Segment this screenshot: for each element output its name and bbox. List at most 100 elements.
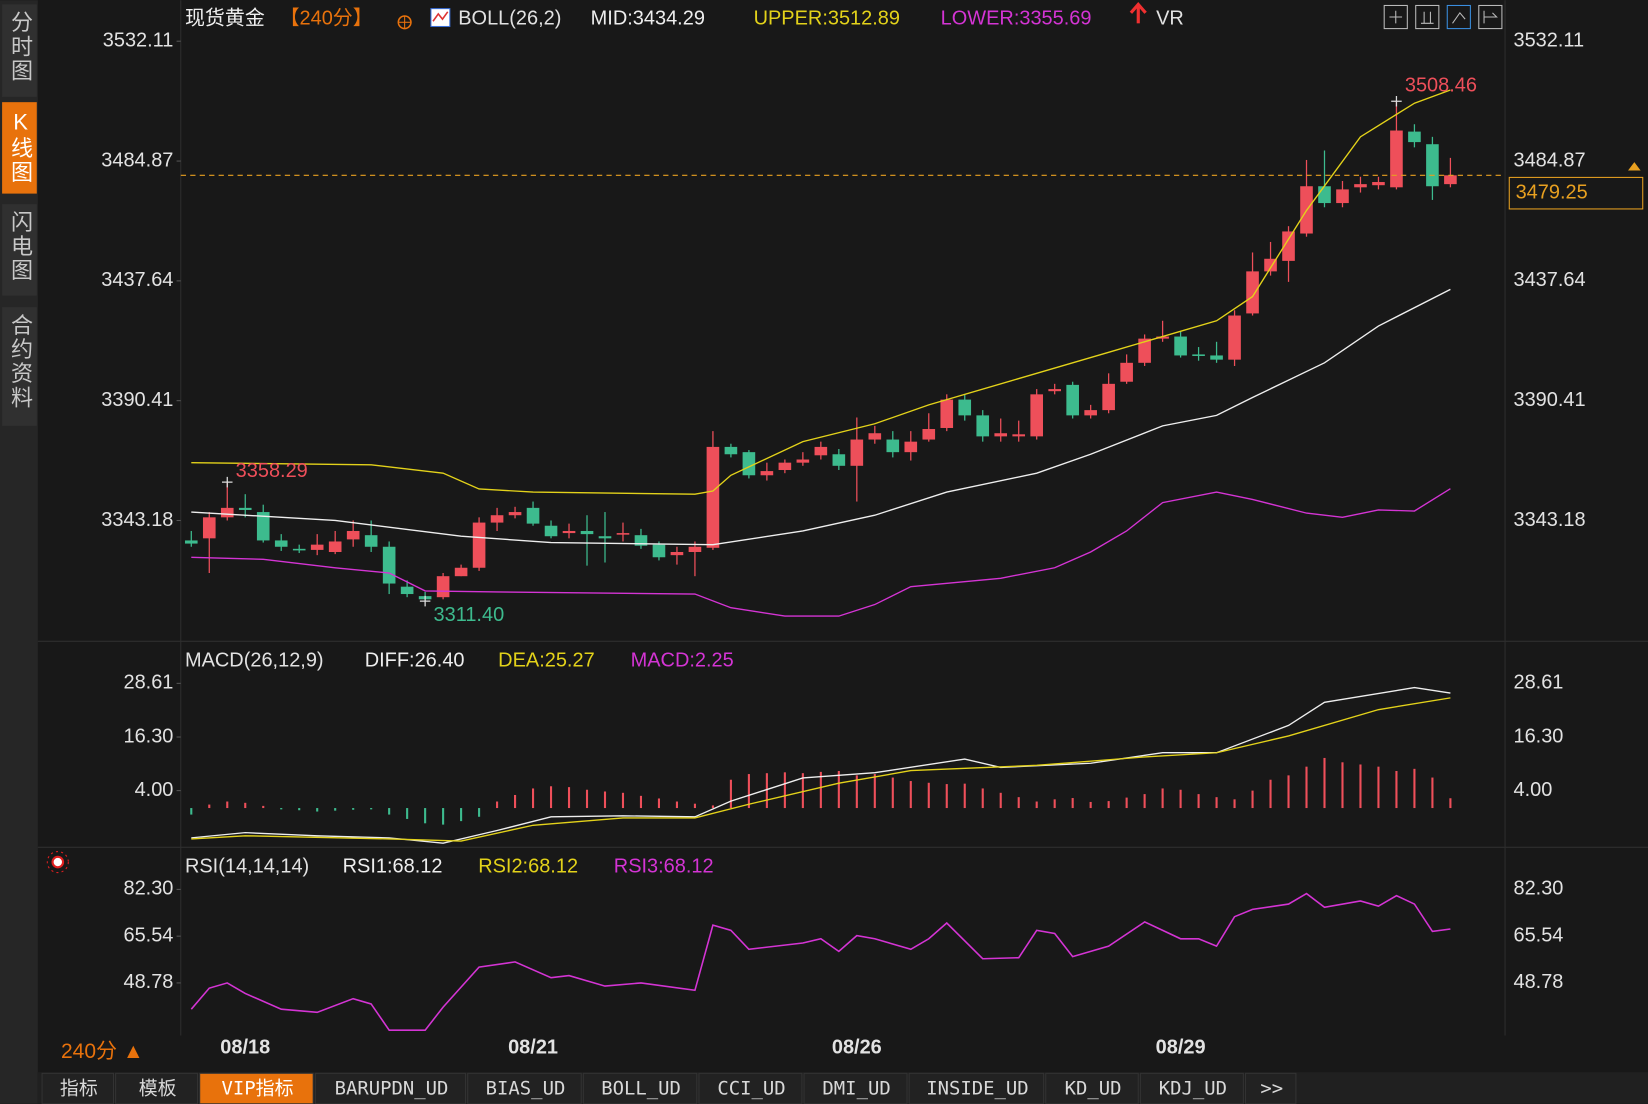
tab-label[interactable]: KD_UD [1065, 1078, 1122, 1100]
current-price-label: 3479.25 [1516, 181, 1588, 203]
candle-body [1444, 175, 1457, 185]
tab-label[interactable]: INSIDE_UD [926, 1078, 1028, 1100]
y-tick-label: 48.78 [123, 971, 173, 993]
x-tick-label: 08/26 [832, 1036, 882, 1058]
add-icon[interactable] [397, 15, 412, 30]
y-tick-label: 3484.87 [1513, 149, 1585, 171]
current-price-box [1508, 176, 1644, 210]
extreme-marker [419, 595, 431, 607]
candle-body [328, 541, 342, 553]
side-tab-label[interactable]: 闪电图 [8, 210, 33, 283]
tab[interactable] [41, 1072, 115, 1104]
tab-label[interactable]: DMI_UD [822, 1078, 890, 1100]
indicator-name: BOLL(26,2) [458, 7, 561, 29]
tab-label[interactable]: 模板 [139, 1078, 177, 1100]
tab[interactable] [115, 1072, 199, 1104]
tab-label[interactable]: BARUPDN_UD [335, 1078, 449, 1100]
legend-label: RSI1:68.12 [343, 856, 443, 878]
switch-arrow[interactable] [1129, 2, 1147, 24]
extreme-label: 3358.29 [236, 460, 308, 482]
candle-body [1174, 336, 1187, 356]
line [191, 488, 1451, 617]
side-tab[interactable] [2, 204, 37, 296]
tab[interactable] [908, 1072, 1045, 1104]
side-tab-label[interactable]: 合约资料 [8, 313, 33, 410]
candle-body [994, 433, 1008, 437]
candle-body [688, 546, 702, 553]
rsi-icon[interactable] [46, 851, 69, 874]
y-tick-label: 65.54 [123, 924, 173, 946]
candle-body [274, 540, 288, 547]
candle-body [526, 507, 540, 524]
tab-label[interactable]: 指标 [60, 1078, 98, 1100]
candle-body [940, 399, 954, 428]
tab[interactable] [467, 1072, 582, 1104]
tab-label[interactable]: BOLL_UD [601, 1078, 681, 1100]
toolbar-icons[interactable] [1383, 4, 1503, 30]
candle-body [454, 567, 468, 577]
candle-body [1030, 394, 1044, 437]
side-tab-label[interactable]: 分时图 [8, 11, 33, 84]
candle-body [292, 548, 306, 551]
candle-body [544, 525, 558, 537]
tab-label[interactable]: BIAS_UD [486, 1078, 566, 1100]
candle-body [436, 576, 450, 598]
extreme-label: 3311.40 [434, 604, 505, 626]
candle-body [256, 512, 270, 541]
candle-body [724, 446, 738, 455]
candle-body [1138, 338, 1151, 363]
tab[interactable] [803, 1072, 908, 1104]
line [191, 89, 1451, 495]
candle-body [238, 507, 252, 510]
candle-body [814, 446, 828, 456]
period-selector[interactable]: 240分 ▲ [61, 1040, 144, 1063]
candle-body [760, 471, 774, 476]
candle-body [1354, 184, 1367, 188]
y-tick-label: 28.61 [123, 672, 173, 694]
candle-body [652, 544, 666, 558]
next-indicator[interactable]: VR [1156, 7, 1184, 29]
candle-body [868, 433, 882, 440]
candle-body [976, 415, 990, 437]
period: 【240分】 [280, 6, 373, 29]
tab[interactable] [582, 1072, 698, 1104]
candle-body [958, 399, 972, 416]
y-tick-label: 48.78 [1513, 971, 1563, 993]
candle-body [1120, 362, 1133, 382]
tab[interactable] [199, 1072, 314, 1104]
candle-body [1210, 355, 1223, 360]
x-tick-label: 08/29 [1156, 1036, 1206, 1058]
tab-label[interactable]: CCI_UD [717, 1078, 785, 1100]
tab[interactable] [314, 1072, 467, 1104]
legend-label: LOWER:3355.69 [941, 7, 1092, 29]
candle-body [490, 515, 504, 523]
side-tab[interactable] [2, 4, 37, 97]
extreme-label: 3508.46 [1405, 75, 1477, 97]
candle-body [1192, 354, 1205, 356]
y-tick-label: 82.30 [123, 878, 173, 900]
legend-label: MACD:2.25 [631, 650, 734, 672]
side-tab[interactable] [2, 307, 37, 426]
candle-body [1012, 434, 1026, 437]
candle-body [616, 533, 630, 535]
tab-label[interactable]: >> [1260, 1078, 1283, 1100]
tab-label[interactable]: KDJ_UD [1159, 1078, 1227, 1100]
candle-body [832, 454, 846, 466]
side-tab-label[interactable]: K线图 [8, 110, 33, 185]
candle-body [1426, 144, 1439, 187]
y-tick-label: 3343.18 [101, 509, 173, 531]
candle-body [1390, 130, 1403, 188]
side-tab-active[interactable] [2, 102, 37, 194]
instrument: 现货黄金 [185, 6, 265, 29]
tab[interactable] [1244, 1072, 1297, 1104]
y-tick-label: 3484.87 [101, 149, 173, 171]
y-tick-label: 3437.64 [1513, 269, 1585, 291]
tab-label[interactable]: VIP指标 [222, 1078, 294, 1100]
indicator-icon[interactable] [430, 8, 451, 28]
y-tick-label: 3437.64 [101, 269, 173, 291]
candle-body [400, 586, 414, 595]
candle-body [1084, 410, 1097, 416]
legend-label: UPPER:3512.89 [754, 7, 900, 29]
y-tick-label: 3343.18 [1513, 509, 1585, 531]
